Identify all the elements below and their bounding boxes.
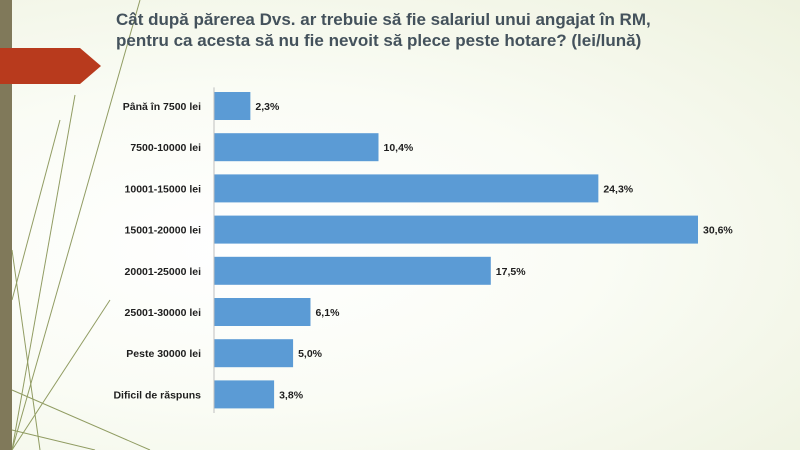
red-arrow-banner <box>0 48 101 84</box>
bar <box>214 380 275 409</box>
category-label: 25001-30000 lei <box>125 307 202 319</box>
bar <box>214 339 294 368</box>
bar <box>214 256 491 285</box>
data-label: 24,3% <box>603 183 633 195</box>
bar <box>214 174 599 203</box>
data-label: 3,8% <box>279 389 304 401</box>
bar <box>214 133 379 162</box>
chart-title-line-1: Cât după părerea Dvs. ar trebuie să fie … <box>116 10 651 29</box>
data-label: 10,4% <box>383 142 413 154</box>
bar <box>214 92 251 120</box>
category-label: 10001-15000 lei <box>125 183 202 195</box>
chart-title: Cât după părerea Dvs. ar trebuie să fie … <box>116 9 756 51</box>
chart-title-line-2: pentru ca acesta să nu fie nevoit să ple… <box>116 31 642 50</box>
category-label: 20001-25000 lei <box>125 266 202 278</box>
bar <box>214 298 311 326</box>
data-label: 6,1% <box>315 307 340 319</box>
category-label: Dificil de răspuns <box>113 389 201 401</box>
data-label: 5,0% <box>298 348 323 360</box>
bar <box>214 215 698 244</box>
side-band <box>0 0 12 450</box>
data-label: 30,6% <box>703 225 733 237</box>
category-label: 15001-20000 lei <box>125 225 202 237</box>
category-label: 7500-10000 lei <box>130 142 201 154</box>
category-label: Până în 7500 lei <box>123 101 201 113</box>
data-label: 2,3% <box>255 101 280 113</box>
category-label: Peste 30000 lei <box>126 348 201 360</box>
data-label: 17,5% <box>496 266 526 278</box>
